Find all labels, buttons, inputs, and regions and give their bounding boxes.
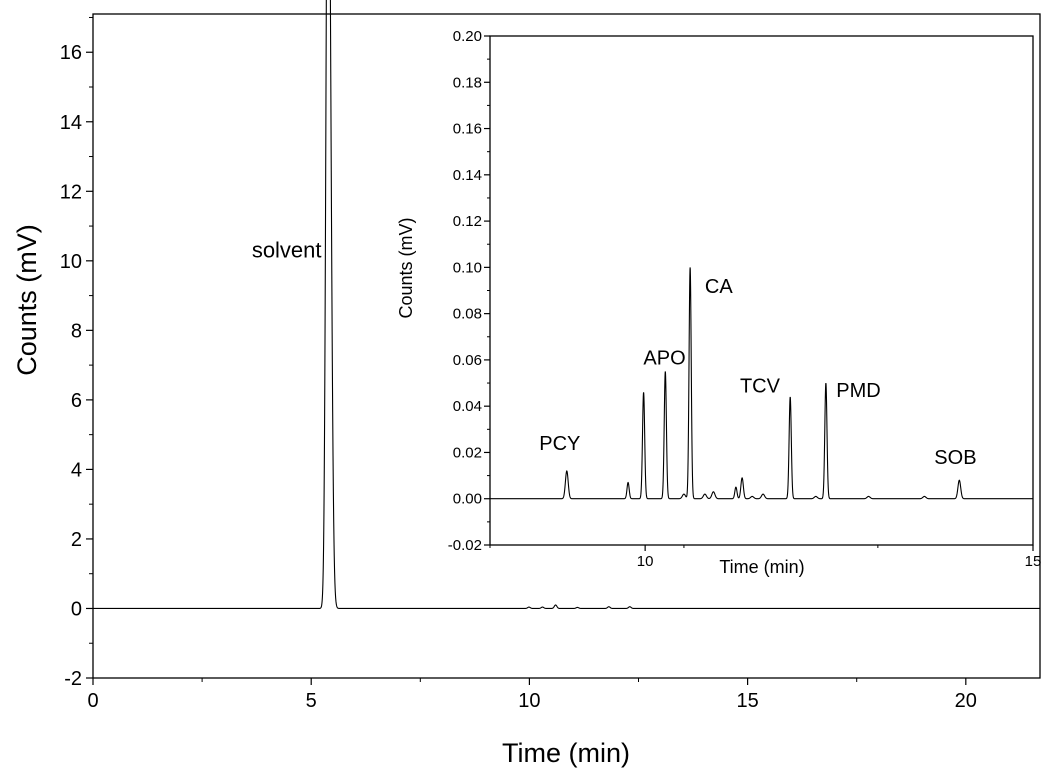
inset-y-axis-label: Counts (mV) [396, 217, 416, 318]
inset-ytick-label: 0.06 [453, 352, 482, 369]
inset-ytick-label: 0.04 [453, 398, 482, 415]
main-ytick-label: 14 [60, 112, 82, 134]
peak-label-pmd: PMD [836, 380, 880, 402]
main-ytick-label: 10 [60, 251, 82, 273]
peak-label-apo: APO [643, 348, 685, 370]
main-xtick-label: 20 [955, 690, 977, 712]
main-ytick-label: 12 [60, 181, 82, 203]
main-ytick-label: 6 [71, 390, 82, 412]
peak-label-tcv: TCV [740, 375, 781, 397]
main-x-axis-label: Time (min) [502, 738, 630, 768]
main-xtick-label: 15 [736, 690, 758, 712]
main-ytick-label: -2 [64, 668, 82, 690]
inset-ytick-label: 0.10 [453, 259, 482, 276]
main-xtick-label: 5 [306, 690, 317, 712]
peak-label-sob: SOB [934, 447, 976, 469]
main-ytick-label: 0 [71, 598, 82, 620]
main-xtick-label: 10 [518, 690, 540, 712]
inset-ytick-label: 0.12 [453, 213, 482, 230]
inset-axes: 10 15 -0.02 0.00 0.02 0.04 0.06 0.08 0.10 0.12 0.1… [396, 28, 1041, 577]
main-ytick-label: 16 [60, 42, 82, 64]
inset-ytick-label: 0.08 [453, 306, 482, 323]
inset-ytick-label: 0.02 [453, 444, 482, 461]
peak-label-ca: CA [705, 276, 733, 298]
inset-series-line [490, 267, 1033, 500]
main-y-axis-label: Counts (mV) [12, 224, 42, 376]
main-ytick-label: 4 [71, 459, 82, 481]
inset-ytick-label: 0.16 [453, 121, 482, 138]
main-ytick-label: 2 [71, 529, 82, 551]
inset-ytick-label: 0.14 [453, 167, 482, 184]
main-series-line [93, 0, 1040, 610]
inset-ytick-label: 0.00 [453, 491, 482, 508]
inset-xtick-label: 15 [1025, 553, 1041, 570]
inset-ytick-label: 0.20 [453, 28, 482, 45]
main-ytick-label: 8 [71, 320, 82, 342]
inset-xtick-label: 10 [637, 553, 654, 570]
inset-ytick-label: 0.18 [453, 74, 482, 91]
peak-label-pcy: PCY [539, 433, 580, 455]
inset-frame [489, 35, 1034, 546]
main-frame [92, 13, 1041, 679]
inset-x-axis-label: Time (min) [719, 557, 804, 577]
solvent-peak-label: solvent [252, 237, 322, 262]
main-xtick-label: 0 [87, 690, 98, 712]
inset-ytick-label: -0.02 [448, 537, 482, 554]
